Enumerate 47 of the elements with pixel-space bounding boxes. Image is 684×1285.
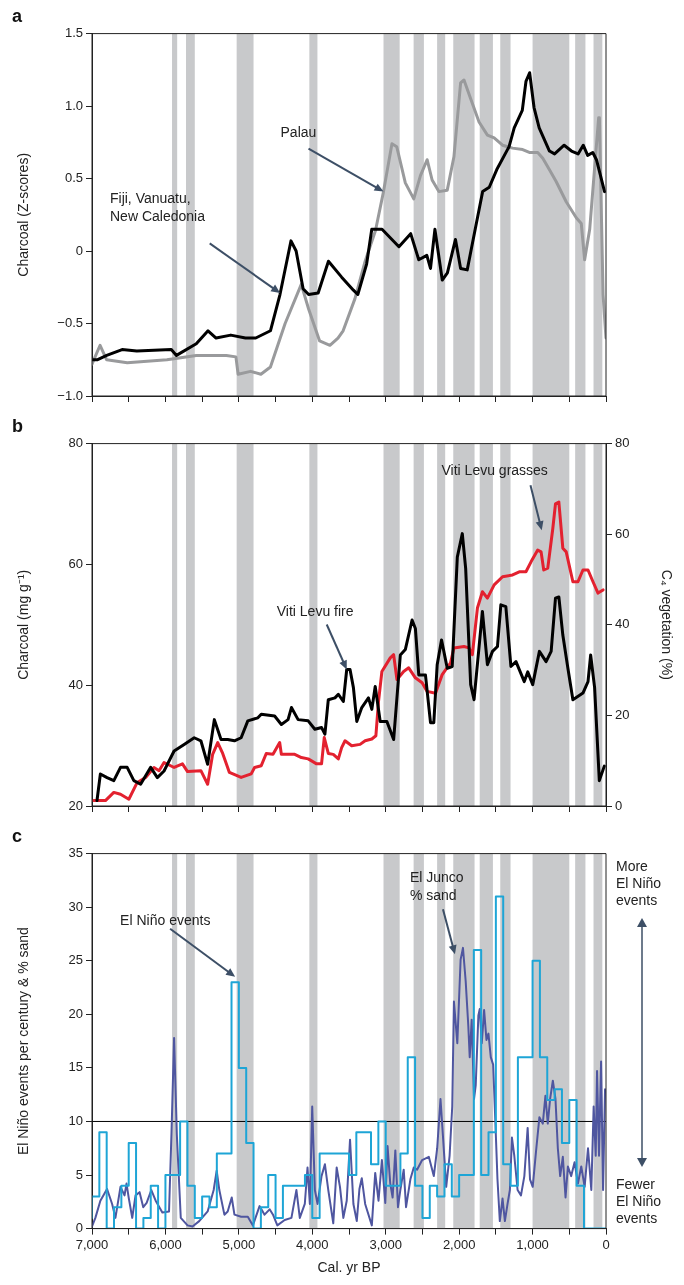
x-tick-label: 2,000 xyxy=(442,1236,476,1252)
y-axis-title: Charcoal (Z-scores) xyxy=(15,152,32,277)
annotation: Fiji, Vanuatu, New Caledonia xyxy=(109,190,206,225)
y-axis-title: El Niño events per century & % sand xyxy=(15,927,32,1156)
x-tick-label: 4,000 xyxy=(296,1236,329,1252)
chart-title: c xyxy=(12,825,23,846)
y2-tick-label: 60 xyxy=(615,525,630,541)
chart-title: b xyxy=(12,415,23,436)
x-tick-label: 3,000 xyxy=(369,1236,402,1252)
y-tick-label: 0.5 xyxy=(64,170,83,186)
chart-title: a xyxy=(12,5,23,26)
x-tick-label: 7,000 xyxy=(75,1236,109,1252)
annotation: El Junco % sand xyxy=(409,869,464,904)
y-tick-label: 35 xyxy=(68,845,83,861)
y-tick-label: 40 xyxy=(68,676,83,692)
y-tick-label: −0.5 xyxy=(57,315,83,331)
y-tick-label: 25 xyxy=(68,952,83,968)
annotation: Viti Levu fire xyxy=(276,603,354,620)
y-tick-label: 80 xyxy=(68,435,83,451)
y2-axis-title: C₄ vegetation (%) xyxy=(658,569,675,680)
y-tick-label: 20 xyxy=(68,1005,83,1021)
y-tick-label: 1.0 xyxy=(64,97,83,113)
text: Fewer El Niño events xyxy=(616,1175,662,1227)
annotation: Palau xyxy=(280,123,317,140)
y2-tick-label: 20 xyxy=(615,706,630,722)
y-tick-label: 10 xyxy=(68,1113,83,1129)
annotation: El Niño events xyxy=(120,911,211,928)
y-tick-label: 0 xyxy=(75,1220,83,1236)
x-tick-label: 1,000 xyxy=(516,1236,549,1252)
y2-tick-label: 0 xyxy=(615,797,623,813)
y2-tick-label: 40 xyxy=(615,616,630,632)
annotation: Viti Levu grasses xyxy=(441,462,548,479)
y-tick-label: 0 xyxy=(75,242,83,258)
y2-tick-label: 80 xyxy=(615,435,630,451)
x-tick-label: 5,000 xyxy=(222,1236,256,1252)
text: More El Niño events xyxy=(616,857,662,909)
y-tick-label: 15 xyxy=(68,1059,83,1075)
y-tick-label: 30 xyxy=(68,898,83,914)
y-tick-label: 20 xyxy=(68,797,83,813)
y-axis-title: Charcoal (mg g⁻¹) xyxy=(15,569,32,680)
x-tick-label: 6,000 xyxy=(149,1236,182,1252)
y-tick-label: −1.0 xyxy=(57,387,83,403)
y-tick-label: 60 xyxy=(68,555,83,571)
x-axis-title: Cal. yr BP xyxy=(317,1259,381,1276)
y-tick-label: 1.5 xyxy=(64,25,83,41)
x-tick-label: 0 xyxy=(602,1236,610,1252)
y-tick-label: 5 xyxy=(75,1166,83,1182)
